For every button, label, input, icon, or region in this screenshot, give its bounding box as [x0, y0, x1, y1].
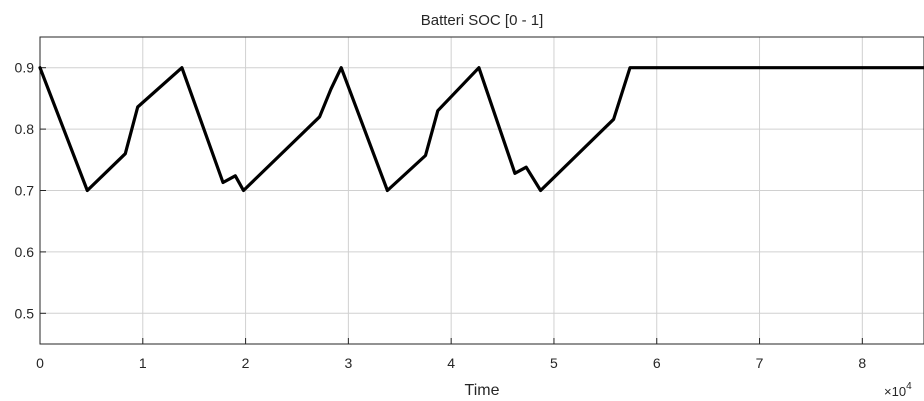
y-tick-label: 0.7 — [15, 183, 35, 199]
x-tick-label: 2 — [242, 355, 250, 371]
x-axis-label: Time — [465, 382, 500, 399]
x-axis-multiplier-exponent: 4 — [906, 381, 912, 392]
y-tick-label: 0.9 — [15, 60, 35, 76]
x-axis-multiplier-base: 10 — [892, 384, 906, 399]
grid-layer — [40, 37, 924, 344]
y-tick-label: 0.8 — [15, 121, 35, 137]
tick-layer: 0 1 2 3 4 5 6 7 8 0.5 0.6 0.7 0.8 0.9 — [15, 60, 867, 371]
y-tick-label: 0.6 — [15, 244, 35, 260]
line-layer — [38, 66, 924, 193]
x-tick-label: 0 — [36, 355, 44, 371]
x-tick-label: 5 — [550, 355, 558, 371]
chart-title: Batteri SOC [0 - 1] — [421, 12, 544, 29]
x-tick-label: 6 — [653, 355, 661, 371]
y-tick-label: 0.5 — [15, 305, 35, 321]
x-tick-label: 7 — [756, 355, 764, 371]
soc-series-line — [38, 66, 924, 193]
x-tick-label: 3 — [344, 355, 352, 371]
x-tick-label: 8 — [858, 355, 866, 371]
x-tick-label: 1 — [139, 355, 147, 371]
x-axis-multiplier: ×104 — [884, 381, 912, 399]
x-tick-label: 4 — [447, 355, 455, 371]
